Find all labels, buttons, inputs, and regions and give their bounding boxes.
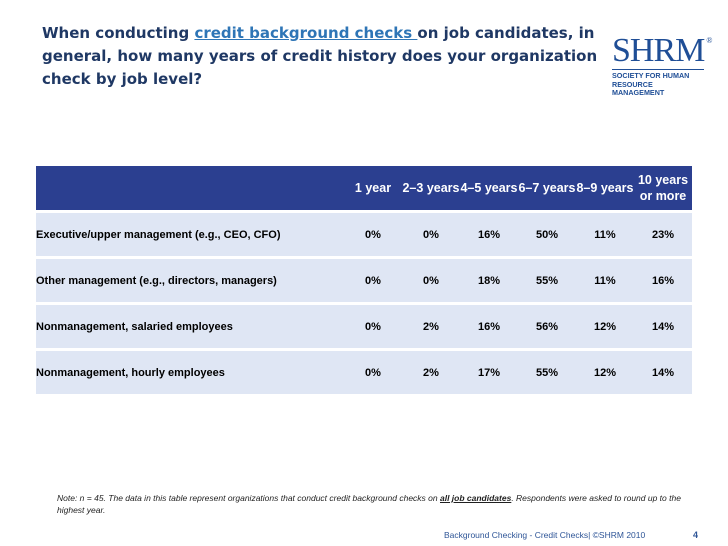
row-label: Other management (e.g., directors, manag… [36,259,344,305]
header-2-3-years: 2–3 years [402,166,460,213]
title-text-2: on job candidates, in general, how many … [42,24,598,88]
table-cell: 55% [518,259,576,305]
table-note: Note: n = 45. The data in this table rep… [57,492,697,516]
table-cell: 23% [634,213,692,259]
table-cell: 12% [576,305,634,351]
table-row: Nonmanagement, salaried employees 0% 2% … [36,305,692,351]
table-cell: 0% [344,305,402,351]
table-cell: 55% [518,351,576,397]
table-cell: 16% [460,213,518,259]
credit-history-table: 1 year 2–3 years 4–5 years 6–7 years 8–9… [36,166,692,397]
table-cell: 17% [460,351,518,397]
table-cell: 0% [402,213,460,259]
header-10-years-or-more: 10 years or more [634,166,692,213]
table-cell: 11% [576,213,634,259]
table-cell: 18% [460,259,518,305]
logo-wordmark-text: SHRM [612,32,705,69]
header-1-year: 1 year [344,166,402,213]
logo-registered-mark: ® [706,36,712,45]
slide-title: When conducting credit background checks… [42,22,602,91]
row-label: Nonmanagement, salaried employees [36,305,344,351]
row-label: Executive/upper management (e.g., CEO, C… [36,213,344,259]
logo-tagline-line-2: Resource Management [612,79,665,97]
table-cell: 14% [634,351,692,397]
table-cell: 16% [634,259,692,305]
table-cell: 0% [344,213,402,259]
row-label: Nonmanagement, hourly employees [36,351,344,397]
title-highlight-link[interactable]: credit background checks [194,24,418,42]
footer-text: Background Checking - Credit Checks| ©SH… [444,530,646,540]
note-text-1: Note: n = 45. The data in this table rep… [57,493,440,503]
logo-tagline-line-1: Society for Human [612,71,690,80]
title-text-1: When conducting [42,24,195,42]
header-6-7-years: 6–7 years [518,166,576,213]
shrm-logo: SHRM ® Society for Human Resource Managem… [612,32,720,97]
table-cell: 50% [518,213,576,259]
table-cell: 0% [344,351,402,397]
table-cell: 0% [344,259,402,305]
table-row: Executive/upper management (e.g., CEO, C… [36,213,692,259]
page-number: 4 [693,530,699,540]
table-header-row: 1 year 2–3 years 4–5 years 6–7 years 8–9… [36,166,692,213]
table-cell: 14% [634,305,692,351]
table-cell: 11% [576,259,634,305]
table-cell: 16% [460,305,518,351]
table-cell: 12% [576,351,634,397]
table-cell: 2% [402,305,460,351]
table-cell: 0% [402,259,460,305]
logo-tagline: Society for Human Resource Management [612,69,704,98]
header-8-9-years: 8–9 years [576,166,634,213]
note-text-2: . Respondents were asked to round up to … [57,493,681,515]
table-cell: 2% [402,351,460,397]
header-job-level [36,166,344,213]
header-4-5-years: 4–5 years [460,166,518,213]
note-emphasis: all job candidates [439,493,512,503]
table-row: Other management (e.g., directors, manag… [36,259,692,305]
table-row: Nonmanagement, hourly employees 0% 2% 17… [36,351,692,397]
table-cell: 56% [518,305,576,351]
logo-wordmark: SHRM ® [612,32,720,69]
